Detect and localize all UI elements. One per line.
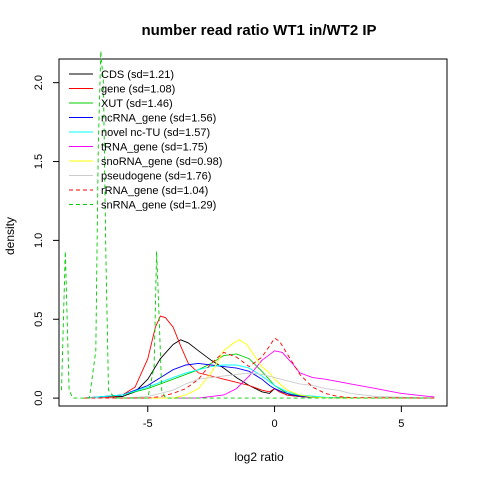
x-tick-label: 5 xyxy=(398,418,404,430)
legend-label: novel nc-TU (sd=1.57) xyxy=(101,127,210,139)
legend-label: tRNA_gene (sd=1.75) xyxy=(101,142,208,154)
legend-label: pseudogene (sd=1.76) xyxy=(101,171,211,183)
y-tick-label: 2.0 xyxy=(33,75,45,90)
series-line-2 xyxy=(84,353,435,399)
axes: -5 0 5 0.0 0.5 1.0 1.5 2.0 xyxy=(33,75,404,430)
legend-label: CDS (sd=1.21) xyxy=(101,69,174,81)
y-tick-label: 0.0 xyxy=(33,390,45,405)
x-tick-label: 0 xyxy=(271,418,277,430)
series-line-1 xyxy=(84,315,435,399)
legend: CDS (sd=1.21) gene (sd=1.08) XUT (sd=1.46)… xyxy=(69,69,222,212)
legend-label: snRNA_gene (sd=1.29) xyxy=(101,200,216,212)
y-axis-label: density xyxy=(3,217,17,255)
series-line-7 xyxy=(84,372,435,399)
x-axis-label: log2 ratio xyxy=(234,450,284,464)
series-line-8 xyxy=(84,337,435,399)
x-tick-label: -5 xyxy=(143,418,153,430)
legend-label: ncRNA_gene (sd=1.56) xyxy=(101,113,216,125)
series-lines xyxy=(61,51,435,399)
series-line-9 xyxy=(61,51,435,399)
legend-label: snoRNA_gene (sd=0.98) xyxy=(101,156,222,168)
legend-label: XUT (sd=1.46) xyxy=(101,98,173,110)
legend-label: gene (sd=1.08) xyxy=(101,84,175,96)
y-tick-label: 1.5 xyxy=(33,154,45,169)
chart-title: number read ratio WT1 in/WT2 IP xyxy=(141,22,376,39)
series-line-6 xyxy=(84,339,435,399)
legend-label: rRNA_gene (sd=1.04) xyxy=(101,185,208,197)
series-line-5 xyxy=(84,350,435,399)
series-line-4 xyxy=(84,364,435,399)
y-tick-label: 0.5 xyxy=(33,312,45,327)
y-tick-label: 1.0 xyxy=(33,233,45,248)
